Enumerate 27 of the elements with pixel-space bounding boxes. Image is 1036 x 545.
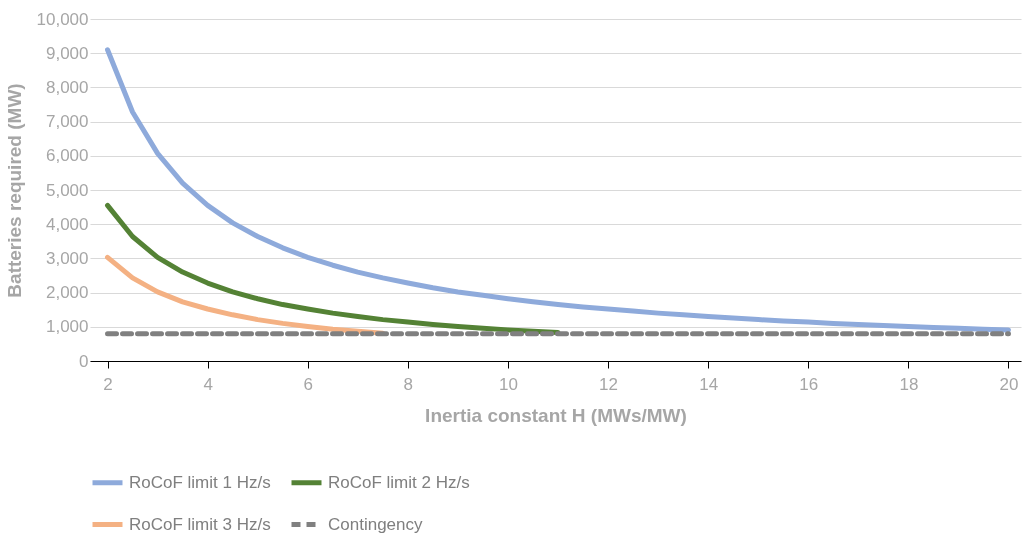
y-tick-label: 10,000 — [36, 9, 89, 29]
x-tick-label: 6 — [303, 374, 313, 394]
x-tick-label: 20 — [999, 374, 1019, 394]
y-tick-label: 8,000 — [45, 77, 89, 97]
y-tick-label: 5,000 — [45, 180, 89, 200]
x-tick-label: 12 — [599, 374, 619, 394]
y-tick-label: 9,000 — [45, 43, 89, 63]
y-tick-label: 0 — [79, 351, 89, 371]
x-tick-label: 4 — [203, 374, 213, 394]
x-tick-label: 14 — [699, 374, 719, 394]
y-tick-label: 1,000 — [45, 317, 89, 337]
x-tick-label: 16 — [799, 374, 819, 394]
legend-label: RoCoF limit 2 Hz/s — [328, 472, 470, 492]
x-axis-title: Inertia constant H (MWs/MW) — [425, 404, 687, 426]
y-tick-label: 6,000 — [45, 146, 89, 166]
legend-label: Contingency — [328, 514, 423, 534]
x-tick-label: 18 — [899, 374, 919, 394]
legend-label: RoCoF limit 1 Hz/s — [129, 472, 271, 492]
x-tick-label: 10 — [498, 374, 518, 394]
x-tick-label: 2 — [103, 374, 113, 394]
legend-label: RoCoF limit 3 Hz/s — [129, 514, 271, 534]
y-axis-title: Batteries required (MW) — [3, 83, 25, 298]
y-tick-label: 2,000 — [45, 283, 89, 303]
y-tick-label: 3,000 — [45, 248, 89, 268]
y-tick-label: 4,000 — [45, 214, 89, 234]
y-tick-label: 7,000 — [45, 112, 89, 132]
x-tick-label: 8 — [403, 374, 414, 394]
